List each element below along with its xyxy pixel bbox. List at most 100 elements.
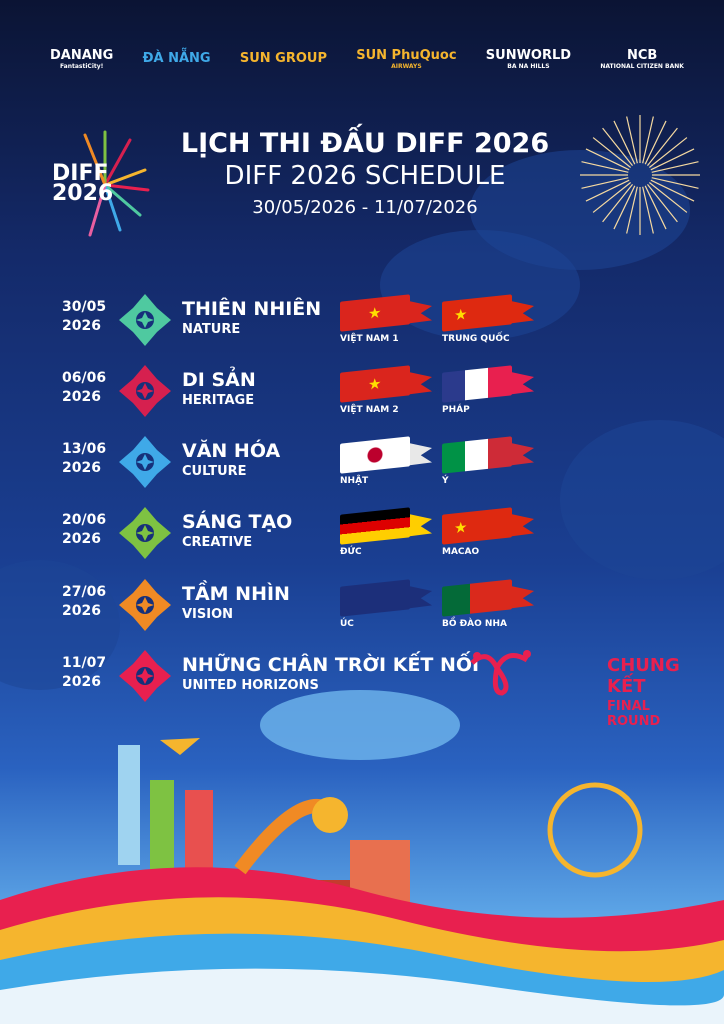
sponsor-logo: ĐÀ NẴNG — [143, 52, 211, 67]
theme-name: VĂN HÓA — [182, 440, 281, 462]
match-year: 2026 — [62, 531, 101, 547]
theme-name: THIÊN NHIÊN — [182, 298, 322, 320]
match-year: 2026 — [62, 674, 101, 690]
cloud — [560, 420, 724, 580]
team-flag: PHÁP — [440, 363, 534, 423]
flag-au-icon — [340, 579, 410, 617]
team-name: PHÁP — [442, 405, 470, 415]
theme-name: DI SẢN — [182, 369, 256, 391]
schedule-row: 20/06 2026 SÁNG TẠO CREATIVE ĐỨC ★ MACAO — [62, 505, 682, 565]
diff-logo-text: DIFF 2026 — [52, 161, 114, 206]
match-day: 06/06 — [62, 370, 107, 386]
team-name: MACAO — [442, 547, 480, 557]
flag-jp-icon — [340, 436, 410, 474]
team-flag: ★ VIỆT NAM 2 — [338, 363, 432, 423]
sponsor-subtitle: BA NA HILLS — [507, 62, 550, 70]
sponsor-logo: SUN GROUP — [240, 52, 327, 67]
theme-emblem-icon — [119, 436, 171, 488]
theme-emblem-icon — [119, 650, 171, 702]
theme-emblem-icon — [119, 365, 171, 417]
match-year: 2026 — [62, 318, 101, 334]
flag-fr-icon — [442, 365, 512, 403]
sponsor-logo: DANANG FantastiCity! — [50, 49, 113, 70]
match-date: 20/06 2026 — [62, 511, 106, 549]
flag-pt-icon — [442, 579, 512, 617]
match-date: 30/05 2026 — [62, 298, 106, 336]
schedule-row: 13/06 2026 VĂN HÓA CULTURE NHẬT Ý — [62, 434, 682, 494]
final-mascot-icon — [470, 650, 531, 696]
match-year: 2026 — [62, 389, 101, 405]
team-name: ÚC — [340, 619, 354, 629]
match-day: 11/07 — [62, 655, 107, 671]
team-name: VIỆT NAM 2 — [340, 405, 399, 415]
team-name: NHẬT — [340, 476, 369, 486]
match-day: 30/05 — [62, 299, 107, 315]
theme-emblem-icon — [119, 294, 171, 346]
flag-vn-icon: ★ — [340, 294, 410, 332]
theme-name: SÁNG TẠO — [182, 511, 293, 533]
team-flag: NHẬT — [338, 434, 432, 494]
flag-cn-icon: ★ — [442, 507, 512, 545]
theme-name-english: HERITAGE — [182, 393, 255, 408]
sponsor-name: NCB — [626, 47, 658, 63]
theme-name: NHỮNG CHÂN TRỜI KẾT NỐI — [182, 654, 480, 676]
team-name: BỒ ĐÀO NHA — [442, 619, 507, 629]
sponsor-name: SUNWORLD — [485, 47, 572, 63]
team-flag: ÚC — [338, 577, 432, 637]
firework-icon — [580, 115, 700, 235]
title-english: DIFF 2026 SCHEDULE — [224, 161, 506, 191]
match-year: 2026 — [62, 603, 101, 619]
schedule-row: 06/06 2026 DI SẢN HERITAGE ★ VIỆT NAM 2 PHÁP — [62, 363, 682, 423]
sponsor-logo: NCB NATIONAL CITIZEN BANK — [600, 49, 684, 70]
theme-name-english: VISION — [182, 607, 234, 622]
theme-emblem-icon — [119, 579, 171, 631]
team-flag: ★ TRUNG QUỐC — [440, 292, 534, 352]
sponsor-name: ĐÀ NẴNG — [142, 50, 211, 66]
theme-emblem-icon — [119, 507, 171, 559]
sponsor-name: SUN GROUP — [239, 50, 327, 66]
sponsor-logos: DANANG FantastiCity! ĐÀ NẴNG SUN GROUP SUN P… — [50, 34, 684, 84]
team-flag: ĐỨC — [338, 505, 432, 565]
theme-name-english: UNITED HORIZONS — [182, 678, 319, 693]
team-flag: Ý — [440, 434, 534, 494]
match-day: 13/06 — [62, 441, 107, 457]
theme-name-english: CULTURE — [182, 464, 247, 479]
flag-cn-icon: ★ — [442, 294, 512, 332]
match-date: 27/06 2026 — [62, 583, 106, 621]
sponsor-name: SUN PhuQuoc — [356, 47, 457, 63]
diff-logo: DIFF 2026 — [50, 130, 150, 240]
sponsor-subtitle: AIRWAYS — [391, 62, 422, 70]
date-range: 30/05/2026 - 11/07/2026 — [252, 197, 478, 218]
schedule-row: 30/05 2026 THIÊN NHIÊN NATURE ★ VIỆT NAM 1 ★… — [62, 292, 682, 352]
match-day: 20/06 — [62, 512, 107, 528]
team-flag: ★ MACAO — [440, 505, 534, 565]
match-day: 27/06 — [62, 584, 107, 600]
cloud — [470, 150, 690, 270]
schedule-row: 27/06 2026 TẦM NHÌN VISION ÚC BỒ ĐÀO NHA — [62, 577, 682, 637]
final-round-label: CHUNG KẾT FINAL ROUND — [607, 655, 682, 729]
match-date: 11/07 2026 — [62, 654, 106, 692]
flag-de-icon — [340, 507, 410, 545]
firework-icon — [83, 130, 150, 237]
theme-name-english: NATURE — [182, 322, 241, 337]
sponsor-logo: SUN PhuQuoc AIRWAYS — [356, 49, 456, 70]
sponsor-name: DANANG — [50, 47, 114, 63]
cloud — [260, 690, 460, 760]
match-date: 06/06 2026 — [62, 369, 106, 407]
sponsor-logo: SUNWORLD BA NA HILLS — [486, 49, 571, 70]
match-date: 13/06 2026 — [62, 440, 106, 478]
sponsor-subtitle: FantastiCity! — [59, 62, 104, 70]
team-flag: BỒ ĐÀO NHA — [440, 577, 534, 637]
final-vietnamese: CHUNG KẾT — [607, 655, 680, 697]
team-name: Ý — [442, 476, 449, 486]
schedule-row: 11/07 2026 NHỮNG CHÂN TRỜI KẾT NỐI UNITED… — [62, 648, 682, 729]
match-year: 2026 — [62, 460, 101, 476]
theme-name: TẦM NHÌN — [182, 583, 290, 605]
theme-name-english: CREATIVE — [182, 535, 253, 550]
team-flag: ★ VIỆT NAM 1 — [338, 292, 432, 352]
flag-it-icon — [442, 436, 512, 474]
sponsor-subtitle: NATIONAL CITIZEN BANK — [600, 62, 684, 70]
team-name: VIỆT NAM 1 — [340, 334, 399, 344]
title-vietnamese: LỊCH THI ĐẤU DIFF 2026 — [180, 128, 550, 159]
